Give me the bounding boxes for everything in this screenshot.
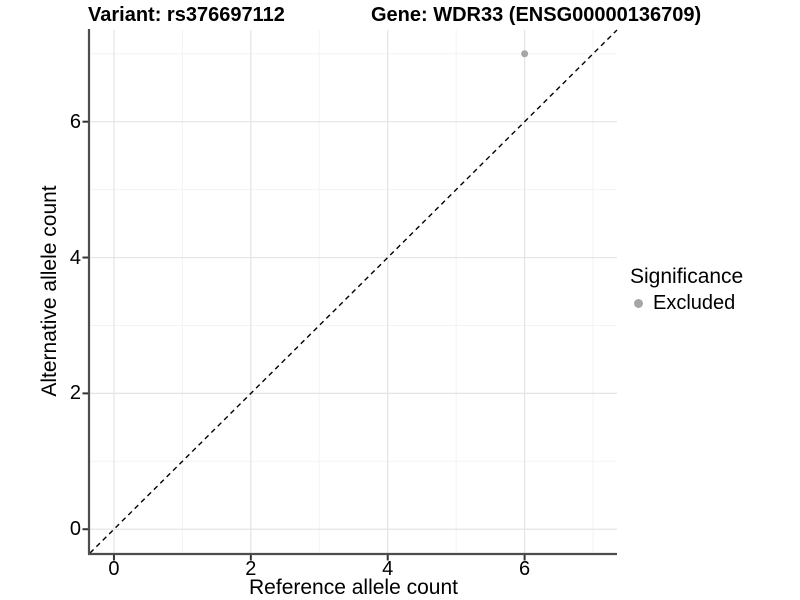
x-tick-label: 4 [382,558,394,580]
x-axis-title: Reference allele count [249,576,458,599]
identity-reference-line [89,29,618,554]
x-tick-label: 2 [245,558,257,580]
y-tick-label: 0 [69,518,81,541]
y-tick-label: 6 [69,110,81,133]
x-tick-label: 6 [519,558,531,580]
legend-item-label: Excluded [653,292,736,314]
plot-title-variant: Variant: rs376697112 [88,4,285,26]
x-tick-label: 0 [108,558,120,580]
y-tick-label: 4 [69,246,81,269]
legend-key-dot-icon [634,298,643,308]
legend-title: Significance [630,265,744,288]
data-point-excluded [521,50,529,58]
legend: Significance Excluded [630,265,743,314]
legend-items: Excluded [630,292,743,314]
plot-title-gene: Gene: WDR33 (ENSG00000136709) [371,4,702,26]
y-tick-label: 2 [69,382,81,405]
legend-item-excluded: Excluded [630,292,743,314]
